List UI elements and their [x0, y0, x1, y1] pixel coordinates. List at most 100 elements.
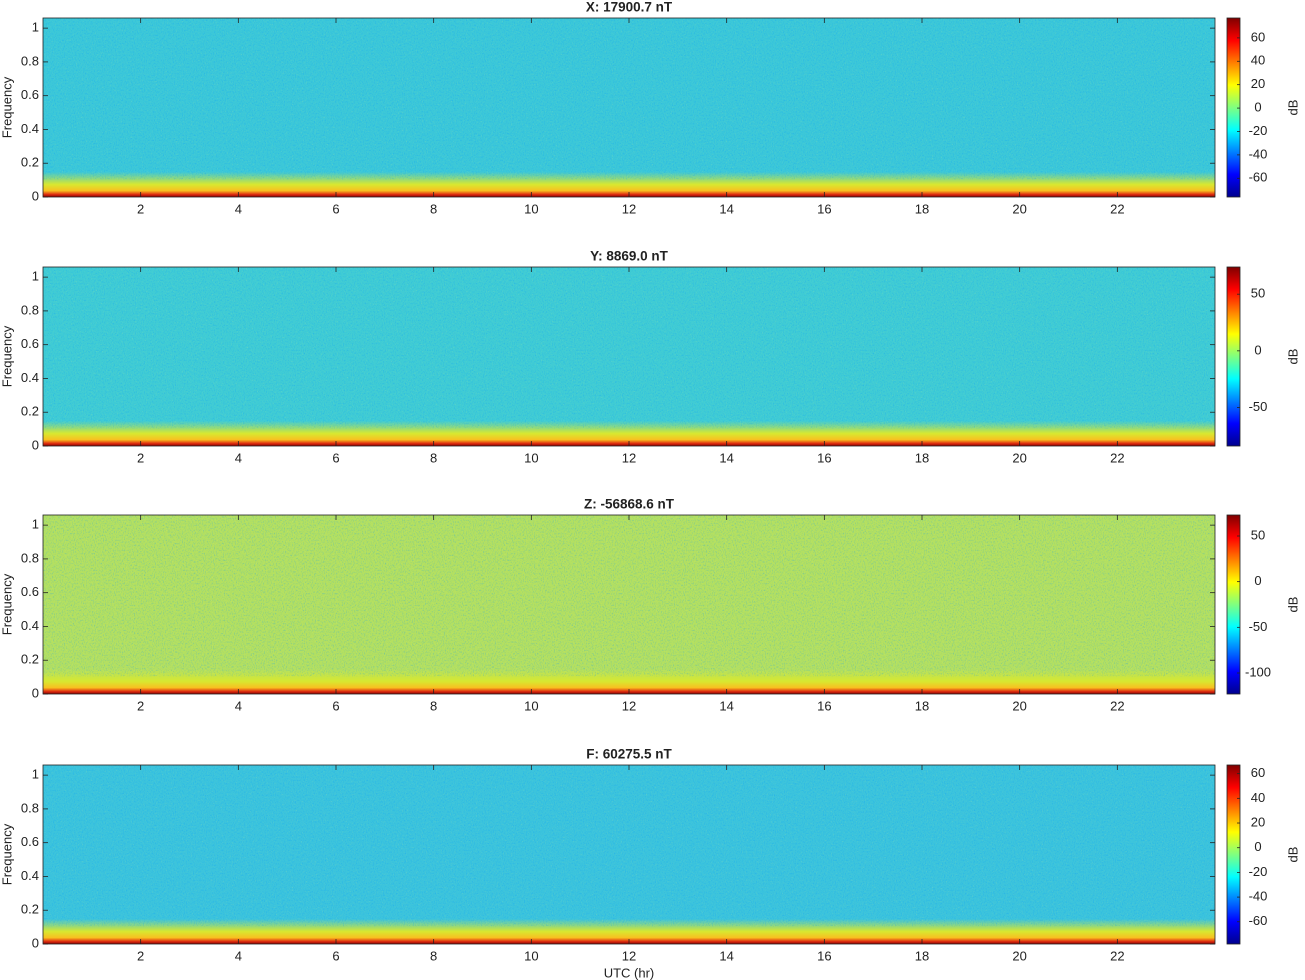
x-tick-label: 2	[137, 201, 144, 216]
x-tick-label: 2	[137, 698, 144, 713]
x-tick-label: 6	[332, 201, 339, 216]
x-tick-label: 10	[524, 948, 538, 963]
x-tick-label: 10	[524, 450, 538, 465]
colorbar-tick-label: 20	[1251, 76, 1265, 91]
x-tick-label: 8	[430, 698, 437, 713]
x-tick-label: 16	[817, 698, 831, 713]
y-tick-label: 0	[32, 188, 39, 203]
colorbar-label: dB	[1285, 349, 1300, 365]
colorbar	[1226, 17, 1241, 198]
x-tick-label: 4	[235, 698, 242, 713]
x-tick-label: 16	[817, 450, 831, 465]
x-tick-label: 20	[1012, 948, 1026, 963]
y-tick-label: 0.2	[21, 652, 39, 667]
colorbar-tick-label: 60	[1251, 765, 1265, 780]
spectrogram-noise	[43, 765, 1215, 927]
x-tick-label: 12	[622, 698, 636, 713]
x-tick-label: 18	[915, 201, 929, 216]
x-tick-label: 10	[524, 201, 538, 216]
panel-title: F: 60275.5 nT	[586, 747, 672, 762]
y-tick-label: 0.4	[21, 618, 39, 633]
y-tick-label: 0.8	[21, 302, 39, 317]
colorbar-tick-label: -40	[1249, 889, 1268, 904]
x-tick-label: 6	[332, 698, 339, 713]
x-tick-label: 12	[622, 201, 636, 216]
x-tick-label: 12	[622, 948, 636, 963]
colorbar-tick-label: 40	[1251, 53, 1265, 68]
x-tick-label: 20	[1012, 201, 1026, 216]
y-tick-label: 0.2	[21, 902, 39, 917]
y-tick-label: 1	[32, 517, 39, 532]
colorbar-tick-label: 50	[1251, 286, 1265, 301]
colorbar-tick-label: -50	[1249, 619, 1268, 634]
x-tick-label: 18	[915, 948, 929, 963]
colorbar-tick-label: 60	[1251, 29, 1265, 44]
colorbar	[1226, 514, 1241, 695]
y-tick-label: 0.6	[21, 87, 39, 102]
x-tick-label: 4	[235, 948, 242, 963]
x-tick-label: 8	[430, 201, 437, 216]
x-tick-label: 16	[817, 201, 831, 216]
y-tick-label: 1	[32, 20, 39, 35]
colorbar	[1226, 266, 1241, 447]
x-tick-label: 2	[137, 450, 144, 465]
x-tick-label: 2	[137, 948, 144, 963]
y-axis-label: Frequency	[0, 573, 14, 635]
spectrogram-noise	[43, 18, 1215, 180]
y-tick-label: 0.8	[21, 550, 39, 565]
y-tick-label: 0	[32, 437, 39, 452]
y-tick-label: 0	[32, 685, 39, 700]
colorbar-label: dB	[1285, 847, 1300, 863]
y-tick-label: 0.4	[21, 370, 39, 385]
y-tick-label: 0.8	[21, 800, 39, 815]
x-tick-label: 4	[235, 450, 242, 465]
colorbar-tick-label: -20	[1249, 864, 1268, 879]
y-tick-label: 0.8	[21, 53, 39, 68]
x-tick-label: 18	[915, 698, 929, 713]
colorbar-tick-label: 0	[1254, 839, 1261, 854]
x-tick-label: 18	[915, 450, 929, 465]
x-tick-label: 22	[1110, 698, 1124, 713]
colorbar	[1226, 764, 1241, 945]
x-tick-label: 14	[719, 698, 733, 713]
colorbar-tick-label: 0	[1254, 342, 1261, 357]
x-tick-label: 8	[430, 948, 437, 963]
panel-title: Y: 8869.0 nT	[590, 249, 669, 264]
colorbar-tick-label: 0	[1254, 100, 1261, 115]
x-tick-label: 22	[1110, 201, 1124, 216]
y-tick-label: 0.6	[21, 336, 39, 351]
x-tick-label: 22	[1110, 450, 1124, 465]
x-tick-label: 14	[719, 450, 733, 465]
x-tick-label: 6	[332, 450, 339, 465]
colorbar-tick-label: 40	[1251, 790, 1265, 805]
x-tick-label: 10	[524, 698, 538, 713]
colorbar-tick-label: -40	[1249, 146, 1268, 161]
y-tick-label: 0.4	[21, 868, 39, 883]
y-tick-label: 0.2	[21, 404, 39, 419]
colorbar-label: dB	[1285, 597, 1300, 613]
y-axis-label: Frequency	[0, 325, 14, 387]
y-tick-label: 0.6	[21, 834, 39, 849]
colorbar-tick-label: -60	[1249, 913, 1268, 928]
y-tick-label: 0.2	[21, 155, 39, 170]
colorbar-tick-label: 0	[1254, 573, 1261, 588]
y-axis-label: Frequency	[0, 823, 14, 885]
colorbar-label: dB	[1285, 100, 1300, 116]
x-tick-label: 14	[719, 948, 733, 963]
x-tick-label: 8	[430, 450, 437, 465]
colorbar-tick-label: 20	[1251, 814, 1265, 829]
x-tick-label: 4	[235, 201, 242, 216]
x-tick-label: 20	[1012, 450, 1026, 465]
y-tick-label: 0.4	[21, 121, 39, 136]
colorbar-tick-label: -60	[1249, 170, 1268, 185]
x-tick-label: 16	[817, 948, 831, 963]
y-tick-label: 0	[32, 935, 39, 950]
y-axis-label: Frequency	[0, 76, 14, 138]
x-tick-label: 22	[1110, 948, 1124, 963]
colorbar-tick-label: -50	[1249, 399, 1268, 414]
x-axis-label: UTC (hr)	[604, 965, 655, 980]
panel-title: Z: -56868.6 nT	[584, 497, 675, 512]
x-tick-label: 6	[332, 948, 339, 963]
y-tick-label: 1	[32, 767, 39, 782]
